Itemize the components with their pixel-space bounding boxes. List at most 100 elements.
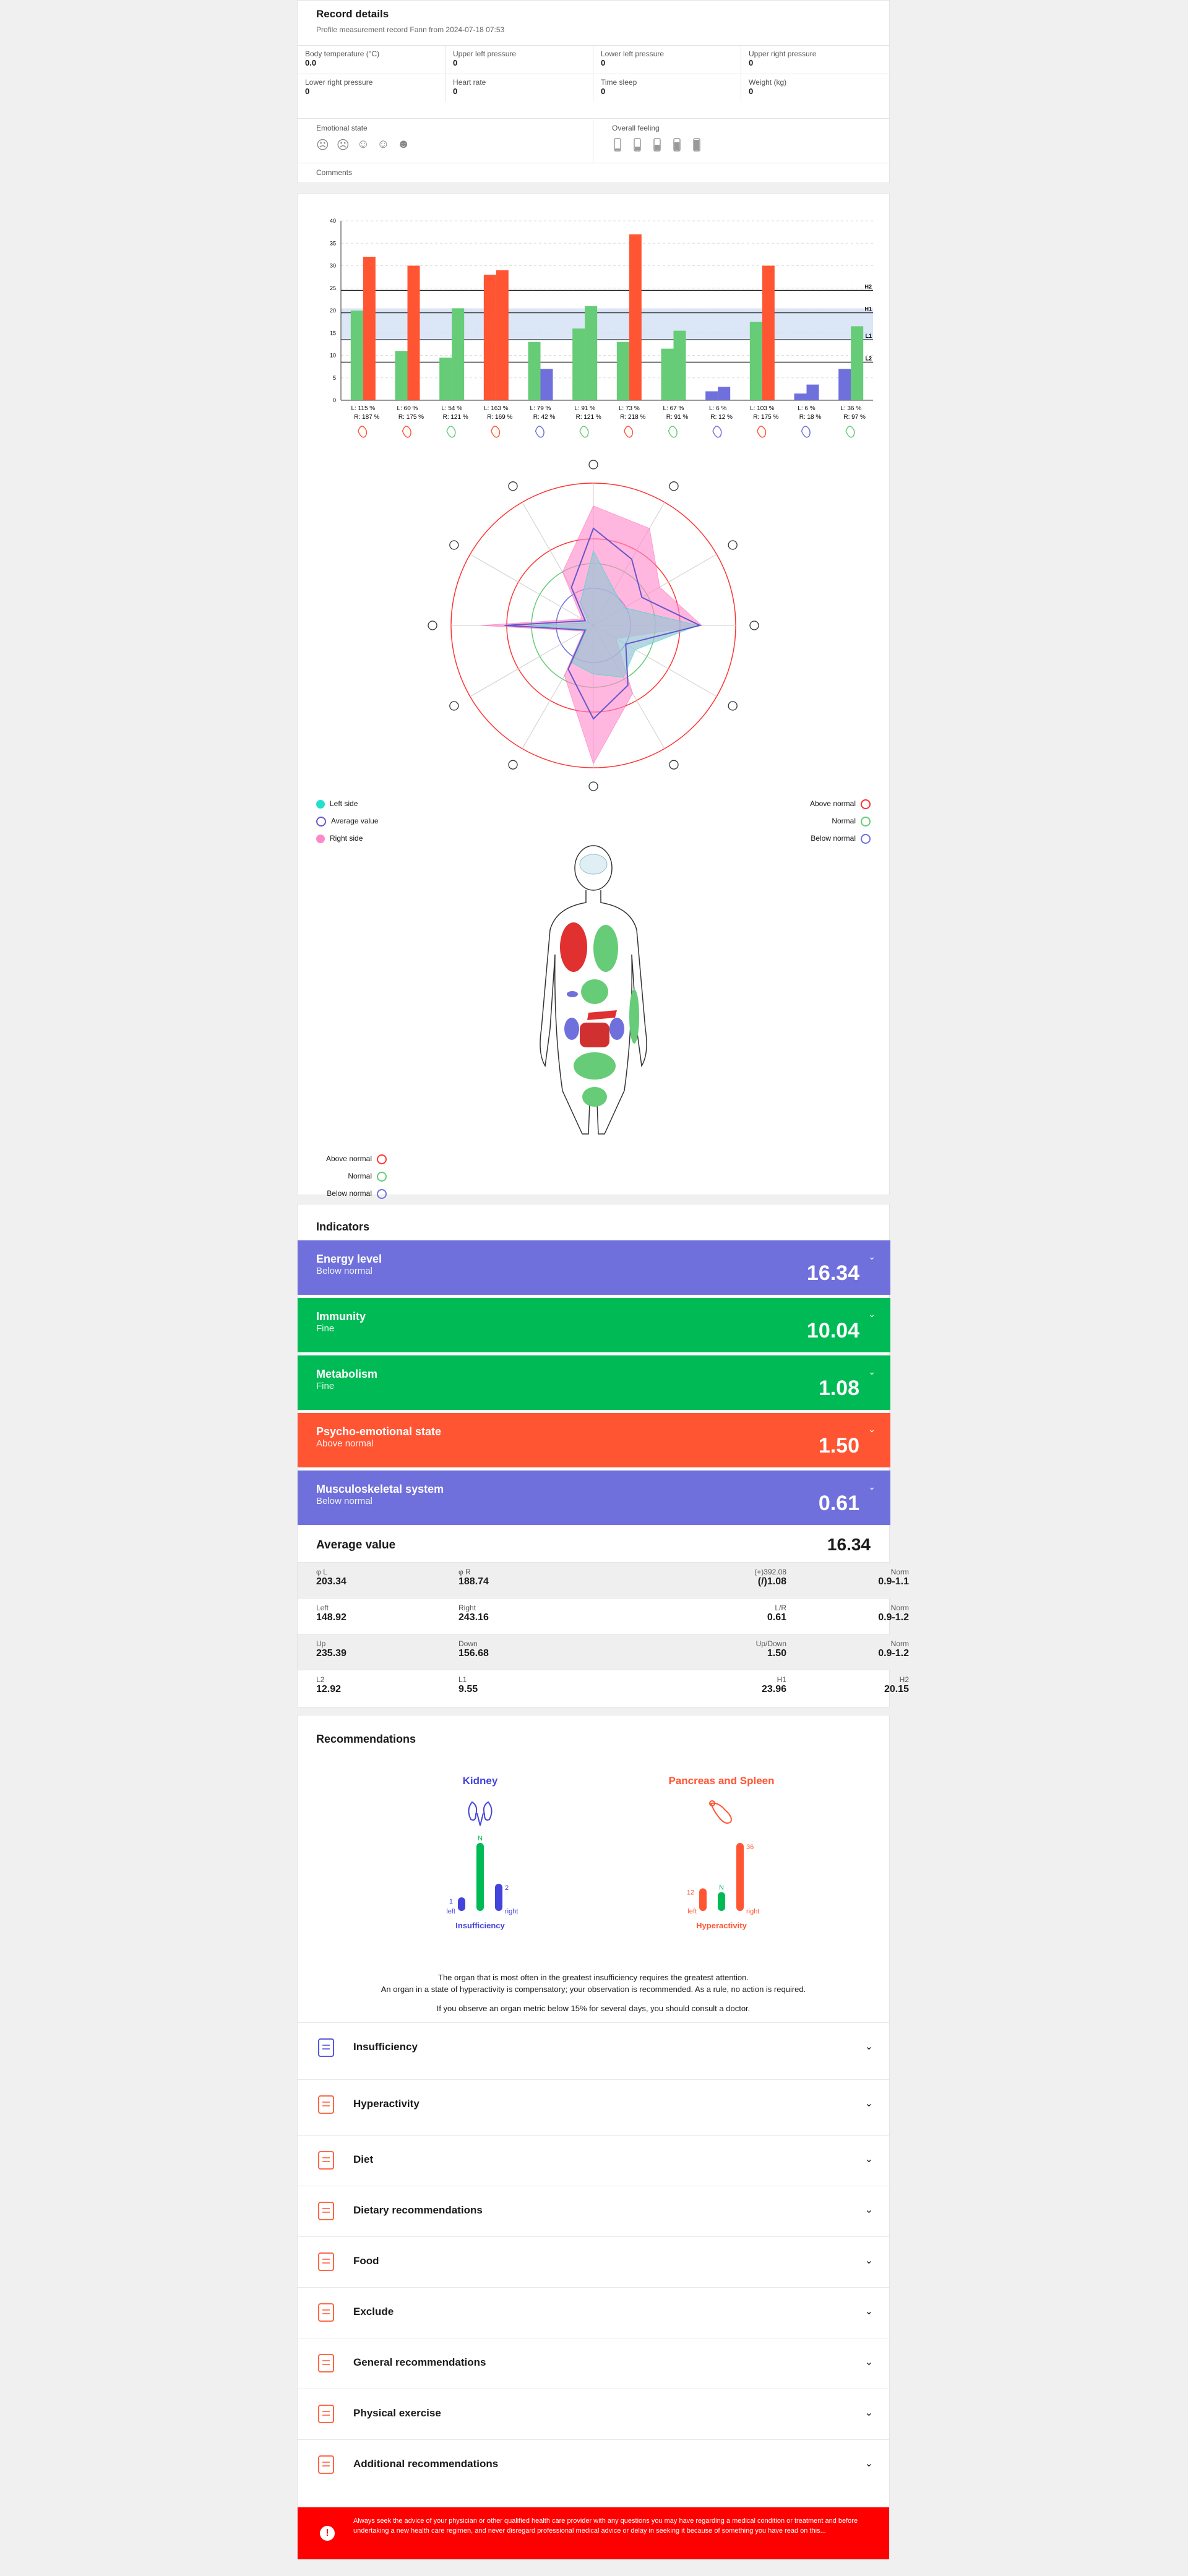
face-very-happy-icon[interactable]: ☻ <box>397 137 410 151</box>
accordion-label: Insufficiency <box>353 2041 418 2053</box>
chevron-down-icon[interactable]: ⌄ <box>864 2256 873 2266</box>
bar-left[interactable] <box>749 322 762 400</box>
accordion-food[interactable]: Food ⌄ <box>298 2236 890 2287</box>
bar-right[interactable] <box>851 326 864 400</box>
comments-label: Comments <box>298 163 889 182</box>
accordion-label: General recommendations <box>353 2356 486 2368</box>
x-label-right: R: 91 % <box>666 414 689 421</box>
x-label-left: L: 6 % <box>798 405 815 412</box>
organ-icon[interactable] <box>757 426 767 438</box>
accordion-physical-exercise[interactable]: Physical exercise ⌄ <box>298 2389 890 2439</box>
indicator-name: Immunity <box>316 1310 366 1323</box>
indicator-energy-level[interactable]: Energy level Below normal 16.34 ⌄ <box>298 1240 890 1295</box>
indicator-value: 0.61 <box>818 1492 859 1515</box>
organ-icon[interactable] <box>579 426 589 438</box>
organ-icon[interactable] <box>845 426 855 438</box>
recommendations-title: Recommendations <box>316 1733 416 1745</box>
radar-legend-right: Above normal Normal Below normal <box>810 795 871 847</box>
accordion-insufficiency[interactable]: Insufficiency ⌄ <box>298 2022 890 2073</box>
chevron-down-icon[interactable]: ⌄ <box>864 2408 873 2418</box>
bar-right[interactable] <box>718 387 731 400</box>
overall-feeling: Overall feeling <box>593 118 889 163</box>
bar-left[interactable] <box>705 391 718 401</box>
bar-right[interactable] <box>673 330 686 400</box>
chevron-down-icon[interactable]: ⌄ <box>868 1367 876 1376</box>
organ-bar-chart: 0 5 10 15 20 25 30 35 40 H2 H1 L1 L2 L: 115 % R: 187 %… <box>330 218 873 421</box>
y-tick-label: 10 <box>330 353 336 359</box>
indicator-immunity[interactable]: Immunity Fine 10.04 ⌄ <box>298 1298 890 1352</box>
bar-left[interactable] <box>794 393 807 400</box>
accordion-additional-recommendations[interactable]: Additional recommendations ⌄ <box>298 2439 890 2490</box>
accordion-label: Dietary recommendations <box>353 2204 483 2216</box>
rec-text-3: If you observe an organ metric below 15%… <box>436 2004 751 2013</box>
organ-icon[interactable] <box>668 426 678 438</box>
bar-right[interactable] <box>363 257 376 400</box>
indicator-metabolism[interactable]: Metabolism Fine 1.08 ⌄ <box>298 1355 890 1410</box>
organ-icon[interactable] <box>624 426 634 438</box>
bar-left[interactable] <box>439 358 452 400</box>
accordion-diet[interactable]: Diet ⌄ <box>298 2135 890 2186</box>
chevron-down-icon[interactable]: ⌄ <box>864 2154 873 2165</box>
emotion-faces[interactable]: ☹ ☹ ☺ ☺ ☻ <box>316 137 574 153</box>
chevron-down-icon[interactable]: ⌄ <box>864 2306 873 2317</box>
chevron-down-icon[interactable]: ⌄ <box>868 1309 876 1319</box>
stat-cell: Up 235.39 <box>316 1639 346 1659</box>
feeling-battery-icons[interactable] <box>612 135 736 153</box>
bar-right[interactable] <box>407 265 420 401</box>
organ-icon[interactable] <box>446 426 456 438</box>
face-very-sad-icon[interactable]: ☹ <box>316 139 329 152</box>
bar-left[interactable] <box>838 369 851 400</box>
radar-organ-icon <box>508 760 518 770</box>
chevron-down-icon[interactable]: ⌄ <box>864 2205 873 2215</box>
bar-right[interactable] <box>806 384 819 400</box>
organ-icon[interactable] <box>402 426 411 438</box>
chevron-down-icon[interactable]: ⌄ <box>864 2098 873 2109</box>
accordion-exclude[interactable]: Exclude ⌄ <box>298 2287 890 2338</box>
chevron-down-icon[interactable]: ⌄ <box>868 1424 876 1434</box>
chevron-down-icon[interactable]: ⌄ <box>864 2041 873 2052</box>
organ-icon[interactable] <box>801 426 811 438</box>
bar-left[interactable] <box>661 348 674 400</box>
field-weight: Weight (kg) 0 <box>741 74 889 102</box>
bar-left[interactable] <box>395 351 408 400</box>
organ-icon[interactable] <box>535 426 544 438</box>
bar-right[interactable] <box>762 265 775 401</box>
organ-bar-label: N <box>478 1835 483 1842</box>
stats-row: Left 148.92 Right 243.16 L/R 0.61 Norm 0.9-1.2 <box>298 1598 909 1634</box>
accordion-general-recommendations[interactable]: General recommendations ⌄ <box>298 2338 890 2389</box>
face-happy-icon[interactable]: ☺ <box>377 137 390 151</box>
x-label-right: R: 121 % <box>576 414 601 421</box>
chevron-down-icon[interactable]: ⌄ <box>868 1252 876 1261</box>
indicator-psycho-emotional-state[interactable]: Psycho-emotional state Above normal 1.50 ⌄ <box>298 1413 890 1467</box>
kidney-icon <box>468 1801 493 1826</box>
bar-right[interactable] <box>452 308 465 400</box>
bar-left[interactable] <box>528 341 541 400</box>
bar-right[interactable] <box>496 270 509 400</box>
bar-left[interactable] <box>572 328 585 400</box>
chevron-down-icon[interactable]: ⌄ <box>864 2458 873 2469</box>
organ-left-label: left <box>687 1908 697 1915</box>
stat-cell: L/R 0.61 <box>767 1604 786 1623</box>
accordion-hyperactivity[interactable]: Hyperactivity ⌄ <box>298 2079 890 2130</box>
bar-right[interactable] <box>585 306 598 400</box>
organ-right-label: right <box>505 1908 518 1915</box>
face-neutral-icon[interactable]: ☺ <box>356 137 370 151</box>
bar-right[interactable] <box>629 234 642 400</box>
organ-icon[interactable] <box>712 426 722 438</box>
cutlery-icon <box>315 2149 337 2171</box>
organ-icon[interactable] <box>491 426 501 438</box>
chevron-down-icon[interactable]: ⌄ <box>868 1482 876 1492</box>
accordion-label: Physical exercise <box>353 2407 441 2419</box>
x-label-left: L: 163 % <box>484 405 509 412</box>
indicator-musculoskeletal-system[interactable]: Musculoskeletal system Below normal 0.61 ⌄ <box>298 1470 890 1525</box>
field-lower-left: Lower left pressure 0 <box>593 45 741 74</box>
chevron-down-icon[interactable]: ⌄ <box>864 2357 873 2368</box>
face-sad-icon[interactable]: ☹ <box>336 139 350 152</box>
organ-icon[interactable] <box>358 426 368 438</box>
bar-right[interactable] <box>540 369 553 400</box>
bar-left[interactable] <box>483 275 496 400</box>
kidney-icon <box>315 2037 337 2059</box>
accordion-dietary-recommendations[interactable]: Dietary recommendations ⌄ <box>298 2186 890 2236</box>
bar-left[interactable] <box>350 311 363 400</box>
bar-left[interactable] <box>616 341 629 400</box>
